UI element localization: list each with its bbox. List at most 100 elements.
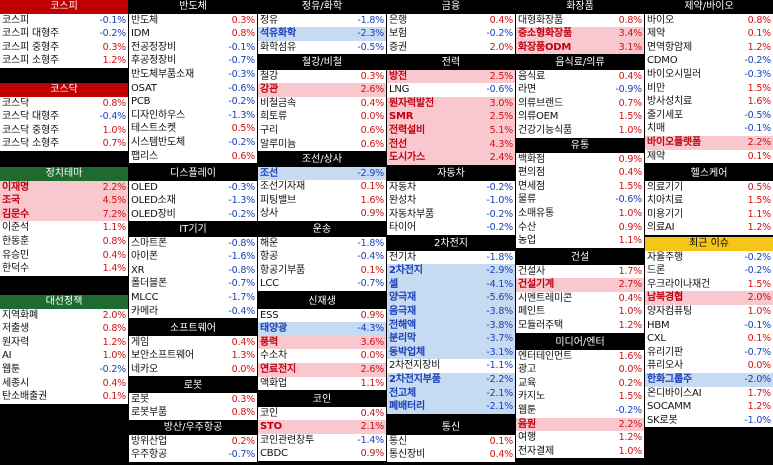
theme-row[interactable]: 제약 0.1% [645,149,773,164]
theme-row[interactable]: 웹툰 -0.2% [0,362,128,377]
theme-row[interactable]: 후공정장비 -0.7% [129,54,257,68]
theme-row[interactable]: 동박업체 -3.1% [387,345,515,360]
theme-row[interactable]: 코스피 중형주 0.3% [0,40,128,55]
theme-row[interactable]: 석유화학 -2.3% [258,27,386,41]
theme-row[interactable]: 수소차 0.0% [258,349,386,363]
theme-row[interactable]: 2차전지부품 -2.2% [387,372,515,387]
theme-row[interactable]: XR -0.8% [129,263,257,278]
theme-row[interactable]: 완성차 -1.0% [387,194,515,208]
theme-row[interactable]: OLED -0.3% [129,180,257,195]
theme-row[interactable]: 물류 -0.6% [516,193,644,207]
theme-row[interactable]: 전공정장비 -0.1% [129,40,257,55]
theme-row[interactable]: 로봇부품 0.8% [129,406,257,420]
sector-header[interactable]: 디스플레이 [129,167,257,181]
theme-row[interactable]: 구리 0.6% [258,123,386,138]
theme-row[interactable]: 로봇 0.3% [129,392,257,407]
theme-row[interactable]: 전고체 -2.1% [387,386,515,401]
theme-row[interactable]: 통신장비 0.4% [387,448,515,462]
sector-header[interactable]: 전력 [387,56,515,70]
sector-header[interactable]: 통신 [387,421,515,435]
theme-row[interactable]: SK로봇 -1.0% [645,413,773,428]
theme-row[interactable]: 자동차 -0.2% [387,180,515,195]
theme-row[interactable]: 은행 0.4% [387,13,515,28]
theme-row[interactable]: 중소형화장품 3.4% [516,27,644,41]
theme-row[interactable]: 바이오 0.8% [645,13,773,28]
theme-row[interactable]: 카메라 -0.4% [129,304,257,319]
sector-header[interactable]: 정유/화학 [258,0,386,14]
theme-row[interactable]: 2차전지 -2.9% [387,264,515,278]
sector-header[interactable]: 코스닥 [0,83,128,97]
theme-row[interactable]: 비철금속 0.4% [258,96,386,111]
theme-row[interactable]: PCB -0.2% [129,95,257,109]
theme-row[interactable]: 저출생 0.8% [0,322,128,336]
theme-row[interactable]: 해운 -1.8% [258,236,386,251]
theme-row[interactable]: 교육 0.2% [516,376,644,391]
theme-row[interactable]: 방전 2.5% [387,69,515,84]
theme-row[interactable]: 우주항공 -0.7% [129,448,257,462]
theme-row[interactable]: CBDC 0.9% [258,447,386,461]
theme-row[interactable]: 의료AI 1.2% [645,221,773,235]
theme-row[interactable]: 시스템반도체 -0.2% [129,135,257,150]
theme-row[interactable]: 웹툰 -0.2% [516,403,644,418]
theme-row[interactable]: 미용기기 1.1% [645,207,773,222]
theme-row[interactable]: LNG -0.6% [387,83,515,97]
theme-row[interactable]: 수산 0.9% [516,220,644,235]
theme-row[interactable]: 코인 0.4% [258,406,386,421]
theme-row[interactable]: 의료기기 0.5% [645,180,773,195]
theme-row[interactable]: 시멘트레미콘 0.4% [516,291,644,306]
theme-row[interactable]: 전선 4.3% [387,137,515,152]
theme-row[interactable]: 세종시 0.4% [0,376,128,391]
theme-row[interactable]: 한동훈 0.8% [0,234,128,249]
theme-row[interactable]: 폐배터리 -2.1% [387,400,515,414]
theme-row[interactable]: CDMO -0.2% [645,54,773,68]
theme-row[interactable]: 우크라이나재건 1.5% [645,277,773,292]
theme-row[interactable]: 조국 4.5% [0,194,128,208]
theme-row[interactable]: 정유 -1.8% [258,13,386,28]
theme-row[interactable]: OLED장비 -0.2% [129,207,257,222]
theme-row[interactable]: 한덕수 1.4% [0,262,128,276]
theme-row[interactable]: 드론 -0.2% [645,264,773,278]
theme-row[interactable]: 남북경협 2.0% [645,291,773,305]
theme-row[interactable]: 양극재 -5.6% [387,291,515,305]
theme-row[interactable]: 희토류 0.0% [258,110,386,124]
theme-row[interactable]: 여행 1.2% [516,431,644,445]
sector-header[interactable]: 건설 [516,251,644,265]
theme-row[interactable]: 편의점 0.4% [516,166,644,180]
theme-row[interactable]: 보험 -0.2% [387,27,515,41]
theme-row[interactable]: 백화점 0.9% [516,152,644,167]
theme-row[interactable]: 증권 2.0% [387,40,515,55]
theme-row[interactable]: 대형화장품 0.8% [516,13,644,28]
theme-row[interactable]: 음원 2.2% [516,417,644,432]
theme-row[interactable]: 온디바이스AI 1.7% [645,386,773,401]
theme-row[interactable]: 건설기계 2.7% [516,278,644,292]
theme-row[interactable]: 코스닥 소형주 0.7% [0,137,128,151]
theme-row[interactable]: 전력설비 5.1% [387,123,515,138]
theme-row[interactable]: 알루미늄 0.6% [258,137,386,152]
theme-row[interactable]: SOCAMM 1.2% [645,400,773,414]
theme-row[interactable]: IDM 0.8% [129,27,257,41]
theme-row[interactable]: 코스닥 대형주 -0.4% [0,110,128,124]
sector-header[interactable]: 반도체 [129,0,257,14]
theme-row[interactable]: 폴더블폰 -0.7% [129,277,257,291]
theme-row[interactable]: 페인트 1.0% [516,305,644,319]
sector-header[interactable]: 대선정책 [0,295,128,309]
theme-row[interactable]: 상사 0.9% [258,207,386,221]
theme-row[interactable]: 통신 0.1% [387,434,515,449]
theme-row[interactable]: 치아치료 1.5% [645,194,773,208]
theme-row[interactable]: 조선 -2.9% [258,166,386,181]
theme-row[interactable]: 지역화폐 2.0% [0,308,128,323]
theme-row[interactable]: 코스피 대형주 -0.2% [0,27,128,41]
theme-row[interactable]: 셀 -4.1% [387,277,515,292]
sector-header[interactable]: 미디어/엔터 [516,336,644,350]
theme-row[interactable]: 연료전지 2.6% [258,362,386,377]
theme-row[interactable]: SMR 2.5% [387,110,515,124]
sector-header[interactable]: 로봇 [129,379,257,393]
theme-row[interactable]: 건설사 1.7% [516,264,644,279]
theme-row[interactable]: AI 1.0% [0,349,128,363]
sector-header[interactable]: 금융 [387,0,515,14]
theme-row[interactable]: 피팅밸브 1.6% [258,193,386,208]
sector-header[interactable]: 자동차 [387,167,515,181]
theme-row[interactable]: 치매 -0.1% [645,122,773,136]
theme-row[interactable]: CXL 0.1% [645,332,773,346]
theme-row[interactable]: MLCC -1.7% [129,290,257,305]
